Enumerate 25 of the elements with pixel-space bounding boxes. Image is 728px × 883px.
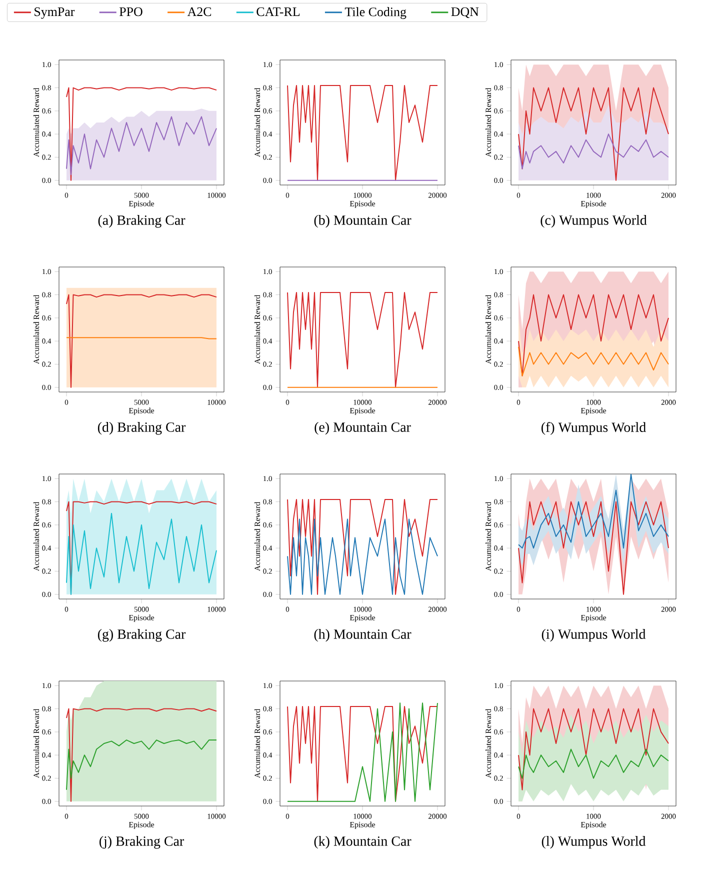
text: CAT-RL <box>256 7 300 16</box>
legend-label: PPO <box>119 7 142 16</box>
text: (b) Mountain Car <box>314 215 412 228</box>
line-series <box>518 748 670 779</box>
text: (i) Wumpus World <box>542 629 646 642</box>
text: (k) Mountain Car <box>314 836 412 849</box>
text: (d) Braking Car <box>98 422 186 435</box>
line-series <box>66 740 217 790</box>
text: Tile Coding <box>344 7 406 19</box>
line-series <box>518 501 670 595</box>
legend-label: SymPar <box>34 7 75 19</box>
text: (a) Braking Car <box>98 215 186 228</box>
text: (j) Braking Car <box>100 836 184 849</box>
line-series <box>66 116 217 176</box>
text: (f) Wumpus World <box>542 422 646 435</box>
text: A2C <box>187 7 212 16</box>
line-series <box>287 518 438 595</box>
text: (c) Wumpus World <box>540 215 647 228</box>
line-series <box>518 134 670 170</box>
text: (e) Mountain Car <box>314 422 411 435</box>
text: (g) Braking Car <box>98 629 186 642</box>
text: DQN <box>451 7 479 18</box>
text: (h) Mountain Car <box>314 629 412 642</box>
text: (l) Wumpus World <box>542 836 646 849</box>
line-series <box>518 708 670 790</box>
